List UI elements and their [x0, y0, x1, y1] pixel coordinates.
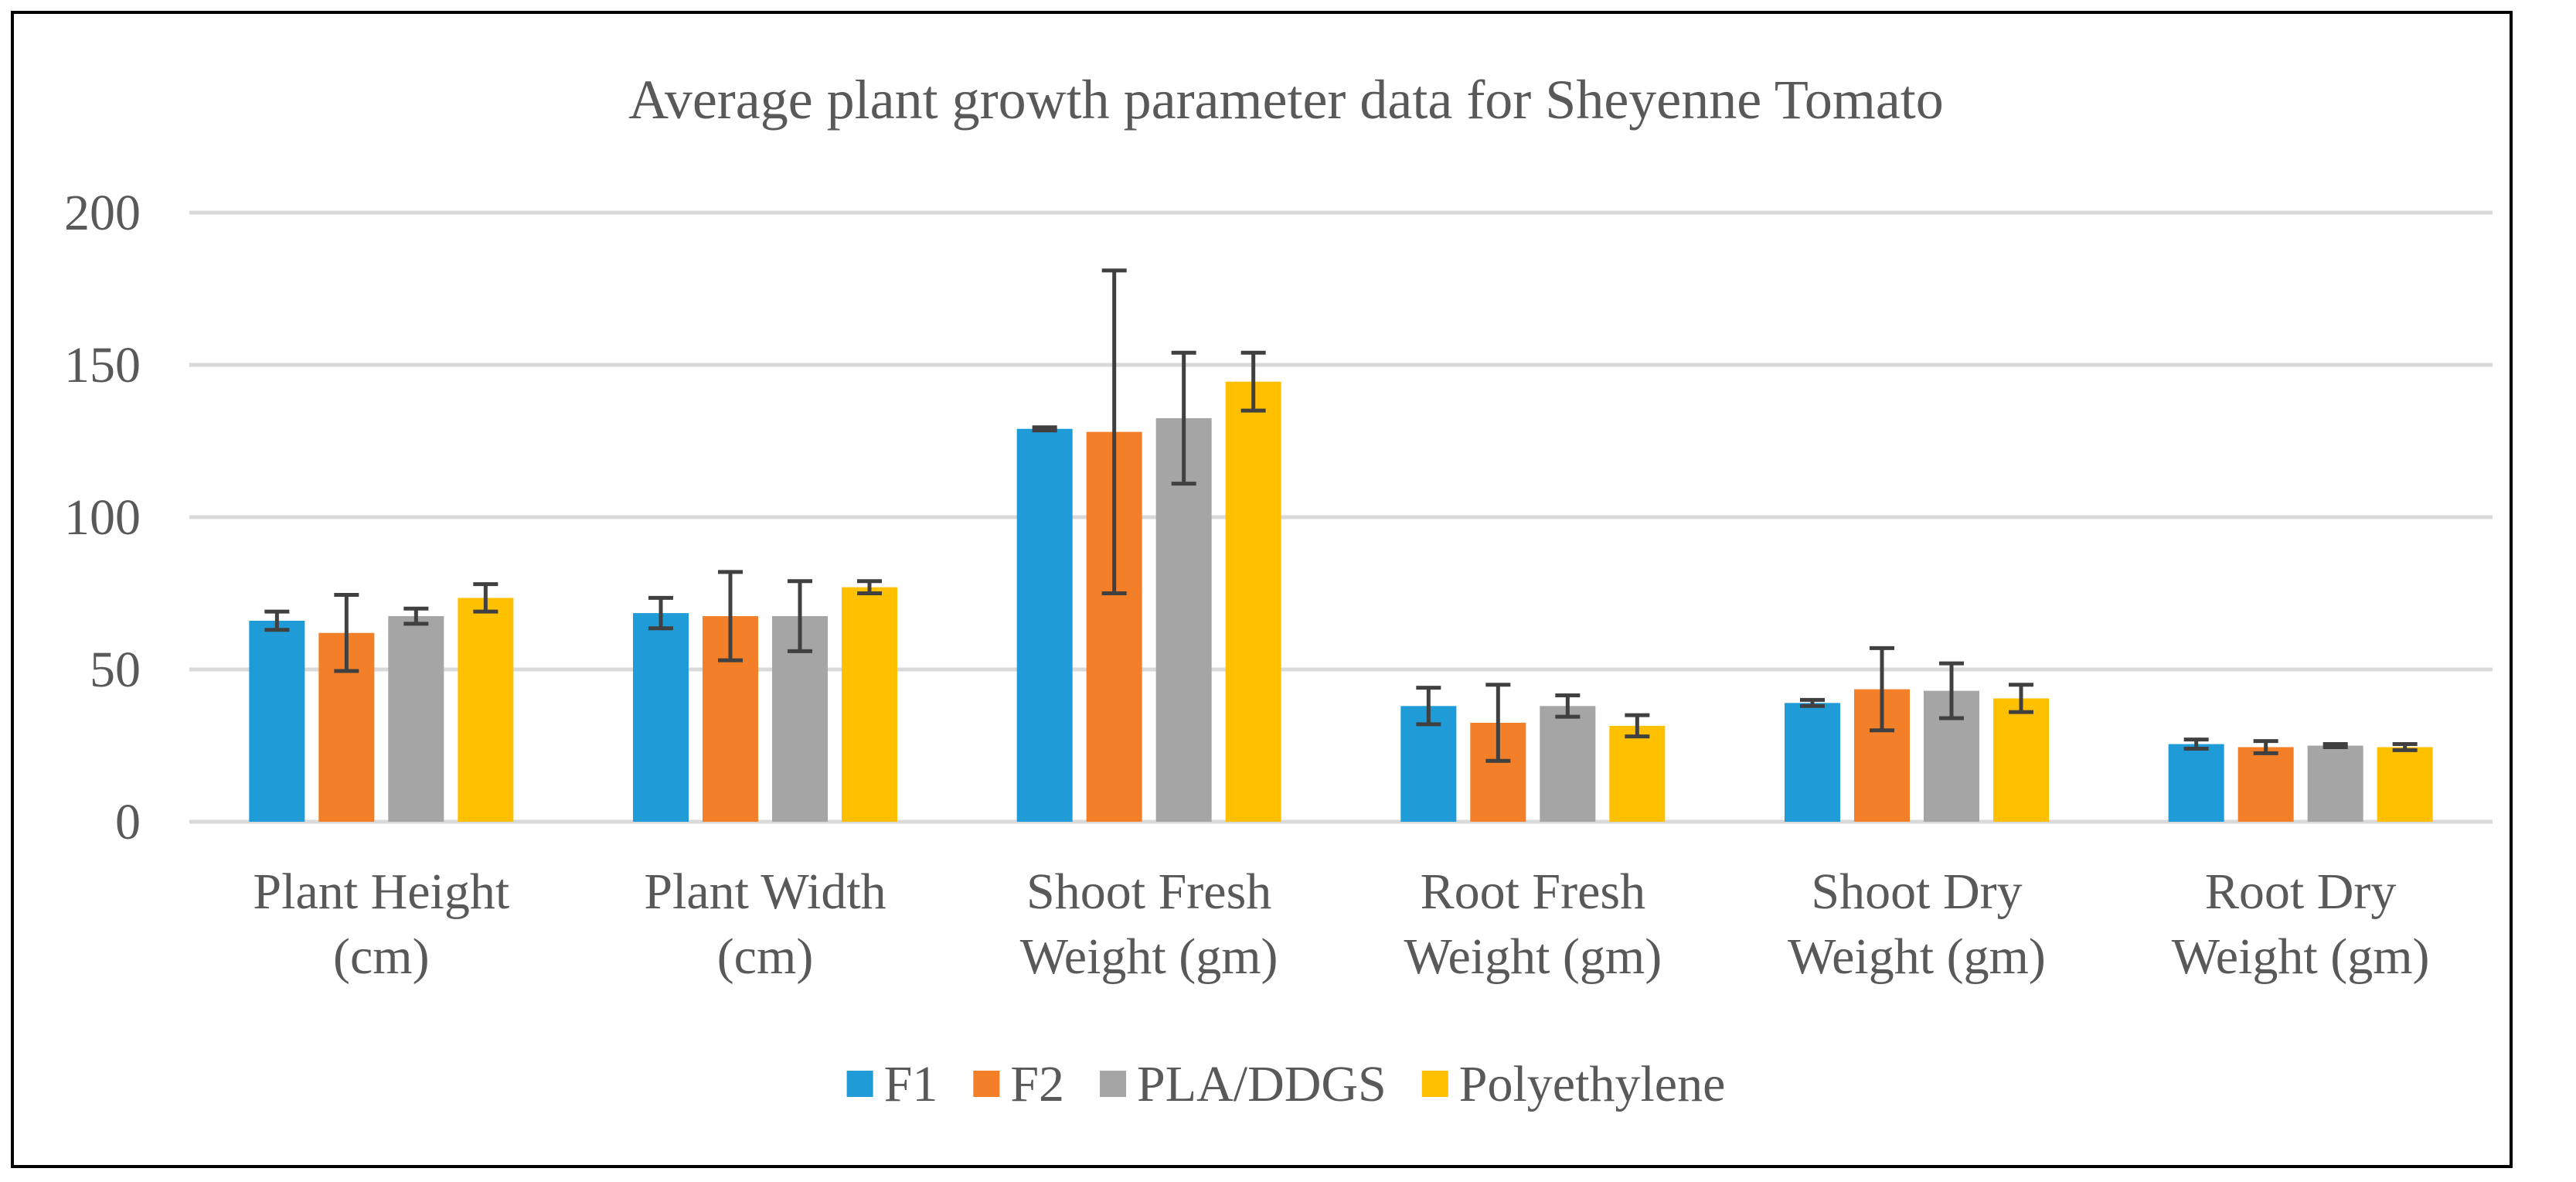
x-axis-category-labels: Plant Height (cm) Plant Width (cm) Shoot Fre…: [253, 864, 2429, 985]
error-bar: [403, 606, 429, 626]
category-label: Shoot Dry: [1811, 864, 2022, 920]
bars: [249, 381, 2433, 822]
y-tick-label: 150: [64, 337, 141, 393]
error-bar: [1171, 350, 1196, 486]
category-label: (cm): [333, 928, 430, 985]
bar: [388, 616, 444, 822]
y-tick-label: 200: [64, 185, 141, 241]
y-tick-label: 50: [90, 642, 141, 698]
bar: [2377, 747, 2433, 822]
y-tick-label: 100: [64, 489, 141, 546]
bar: [2307, 745, 2363, 822]
error-bar: [473, 582, 499, 614]
legend-label: F1: [884, 1056, 938, 1112]
y-tick-label: 0: [115, 794, 141, 850]
error-bar: [334, 592, 359, 673]
bar: [842, 587, 897, 822]
category-label: Root Dry: [2205, 864, 2397, 920]
category-label: Plant Width: [644, 864, 886, 920]
bar: [1016, 428, 1073, 822]
error-bar: [1032, 425, 1057, 433]
error-bar: [2009, 683, 2033, 714]
legend-swatch: [973, 1071, 1000, 1097]
error-bar: [2253, 739, 2278, 755]
error-bar: [1939, 661, 1964, 720]
legend-label: PLA/DDGS: [1137, 1056, 1387, 1112]
chart-title: Average plant growth parameter data for …: [628, 69, 1944, 131]
bar: [2237, 747, 2294, 822]
legend-swatch: [1100, 1071, 1127, 1097]
category-label: Plant Height: [253, 864, 509, 920]
category-label: Weight (gm): [1788, 928, 2046, 985]
legend: F1 F2 PLA/DDGS Polyethylene: [846, 1056, 1726, 1112]
error-bar: [2183, 737, 2209, 751]
bar: [633, 613, 689, 822]
bar: [458, 598, 514, 822]
error-bar: [1870, 646, 1894, 733]
error-bar: [788, 579, 812, 653]
bar: [1785, 703, 1840, 822]
error-bar: [1101, 268, 1127, 595]
error-bar: [2392, 742, 2418, 752]
legend-label: Polyethylene: [1459, 1056, 1726, 1112]
error-bar: [1555, 693, 1581, 719]
error-bar: [718, 570, 743, 663]
category-label: (cm): [717, 928, 814, 985]
error-bars: [264, 268, 2418, 763]
category-label: Weight (gm): [2172, 928, 2430, 985]
category-label: Weight (gm): [1020, 928, 1278, 985]
error-bar: [264, 609, 290, 632]
bar: [249, 620, 305, 822]
bar: [1609, 725, 1666, 822]
bar: [2168, 744, 2224, 822]
error-bar: [2322, 742, 2348, 749]
category-label: Weight (gm): [1404, 928, 1662, 985]
error-bar: [1416, 686, 1441, 727]
bar: [1540, 706, 1596, 822]
bar: [1225, 381, 1281, 822]
legend-swatch: [1421, 1071, 1448, 1097]
bar: [1993, 698, 2049, 822]
category-label: Shoot Fresh: [1026, 864, 1271, 920]
error-bar: [1800, 697, 1825, 708]
error-bar: [648, 595, 673, 631]
category-label: Root Fresh: [1421, 864, 1646, 920]
error-bar: [857, 579, 882, 595]
legend-label: F2: [1010, 1056, 1064, 1112]
y-axis-tick-labels: 0 50 100 150 200: [64, 185, 141, 850]
error-bar: [1485, 683, 1511, 763]
legend-swatch: [846, 1071, 873, 1097]
error-bar: [1625, 713, 1650, 739]
gridlines: [189, 210, 2493, 824]
error-bar: [1240, 350, 1266, 413]
